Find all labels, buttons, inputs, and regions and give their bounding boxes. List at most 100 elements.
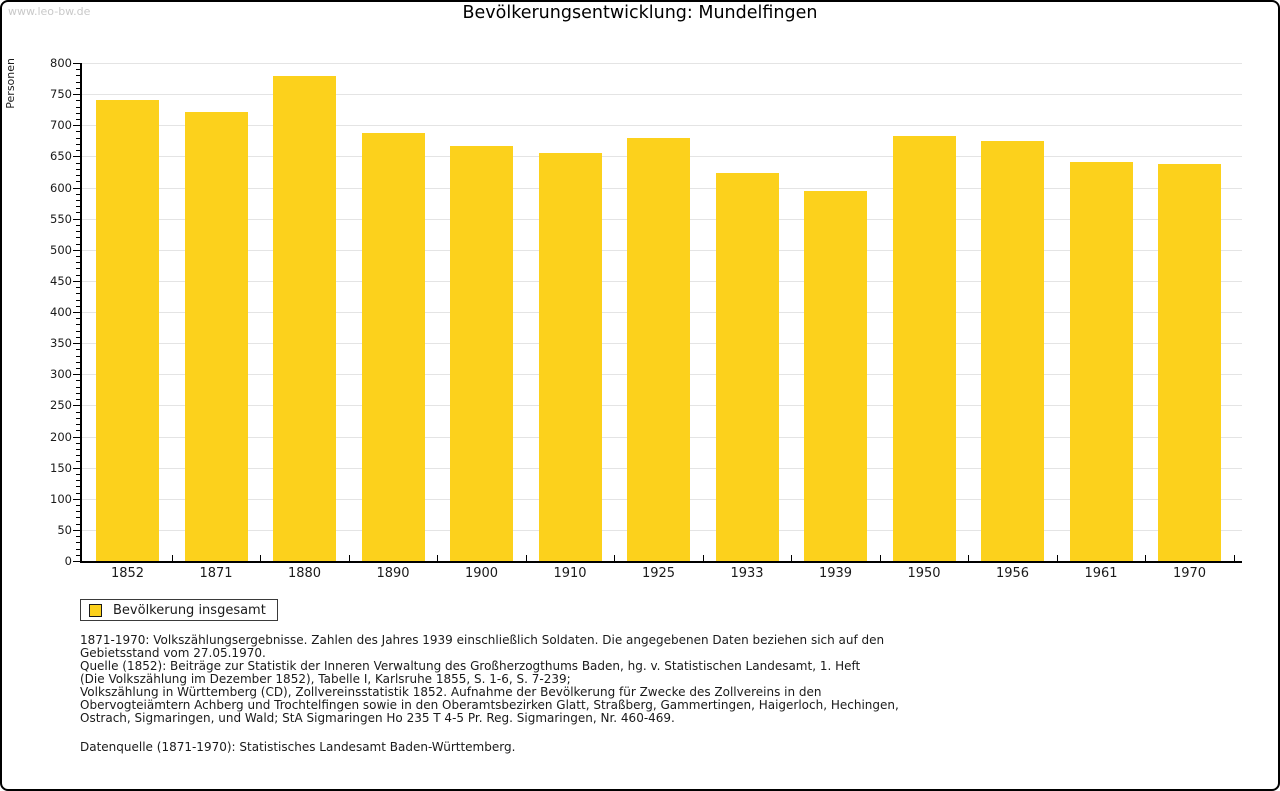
y-minor-tick [76,417,80,419]
footnote-line: Ostrach, Sigmaringen, und Wald; StA Sigm… [80,711,675,725]
y-minor-tick [76,554,80,556]
footnote-line: Quelle (1852): Beiträge zur Statistik de… [80,659,861,673]
x-separator-tick [702,555,704,561]
legend-label: Bevölkerung insgesamt [113,602,266,618]
y-major-tick [73,187,80,189]
bar-1925 [627,137,690,561]
y-minor-tick [76,504,80,506]
y-minor-tick [76,349,80,351]
y-minor-tick [76,392,80,394]
footnote-line: Volkszählung in Württemberg (CD), Zollve… [80,685,822,699]
y-minor-tick [76,424,80,426]
y-minor-tick [76,399,80,401]
y-tick-label: 0 [64,554,72,568]
y-major-tick [73,529,80,531]
plot-area: 0 50 100 150 200 250 300 350 400 450 500 550 600 650 7… [50,56,1242,581]
bar-1880 [273,76,336,561]
x-separator-tick [614,555,616,561]
y-minor-tick [76,548,80,550]
y-tick-label: 350 [50,336,72,351]
x-tick-label: 1950 [907,566,941,581]
y-minor-tick [76,336,80,338]
x-tick-label: 1852 [110,566,145,581]
datasource-note: Datenquelle (1871-1970): Statistisches L… [80,740,516,754]
y-gridline [82,125,1242,127]
y-minor-tick [76,324,80,326]
y-tick-label: 550 [50,211,72,226]
watermark-url: www.leo-bw.de [8,5,91,18]
y-minor-tick [76,287,80,289]
y-major-tick [73,436,80,438]
y-minor-tick [76,206,80,208]
y-minor-tick [76,517,80,519]
footnote-line: Gebietsstand vom 27.05.1970. [80,646,266,660]
y-minor-tick [76,268,80,270]
y-tick-label: 600 [50,180,72,195]
y-minor-tick [76,112,80,114]
footnote-line: 1871-1970: Volkszählungsergebnisse. Zahl… [80,633,885,647]
legend-box: Bevölkerung insgesamt [80,599,278,621]
y-minor-tick [76,299,80,301]
y-minor-tick [76,119,80,121]
y-major-tick [73,405,80,407]
x-separator-tick [260,555,262,561]
y-tick-label: 800 [50,56,72,70]
x-tick-label: 1900 [464,566,499,581]
y-tick-label: 100 [50,491,72,506]
x-separator-tick [525,555,527,561]
y-tick-label: 500 [50,242,72,257]
y-major-tick [73,125,80,127]
x-tick-label: 1956 [995,566,1030,581]
y-minor-tick [76,162,80,164]
y-minor-tick [76,150,80,152]
y-tick-label: 250 [50,398,72,413]
y-minor-tick [76,411,80,413]
bar-1970 [1158,163,1221,561]
bar-1956 [981,141,1044,561]
y-major-tick [73,374,80,376]
x-tick-label: 1961 [1084,566,1118,581]
y-minor-tick [76,193,80,195]
y-tick-label: 450 [50,273,72,288]
x-separator-tick [879,555,881,561]
y-tick-label: 300 [50,367,72,382]
x-separator-tick [437,555,439,561]
y-major-tick [73,156,80,158]
y-major-tick [73,94,80,96]
bar-1900 [450,146,513,561]
y-minor-tick [76,87,80,89]
y-tick-label: 50 [57,522,72,537]
bar-1933 [715,172,779,561]
x-tick-label: 1970 [1172,566,1207,581]
y-minor-tick [76,368,80,370]
y-minor-tick [76,231,80,233]
x-tick-label: 1890 [376,566,410,581]
y-gridline [82,63,1242,64]
y-minor-tick [76,318,80,320]
y-minor-tick [76,75,80,77]
y-minor-tick [76,274,80,276]
y-minor-tick [76,380,80,382]
y-minor-tick [76,492,80,494]
y-axis-title: Personen [4,58,17,109]
y-tick-label: 150 [50,460,72,475]
x-tick-label: 1933 [730,566,764,581]
x-tick-label: 1880 [287,566,322,581]
y-tick-label: 750 [50,87,72,102]
y-minor-tick [76,175,80,177]
y-minor-tick [76,355,80,357]
y-minor-tick [76,448,80,450]
y-minor-tick [76,486,80,488]
y-major-tick [73,280,80,282]
y-minor-tick [76,461,80,463]
y-minor-tick [76,212,80,214]
x-separator-tick [171,555,173,561]
y-minor-tick [76,137,80,139]
y-minor-tick [76,100,80,102]
y-tick-label: 700 [50,118,72,133]
y-minor-tick [76,199,80,201]
bar-1852 [96,100,159,561]
bar-1950 [892,136,956,561]
y-minor-tick [76,542,80,544]
